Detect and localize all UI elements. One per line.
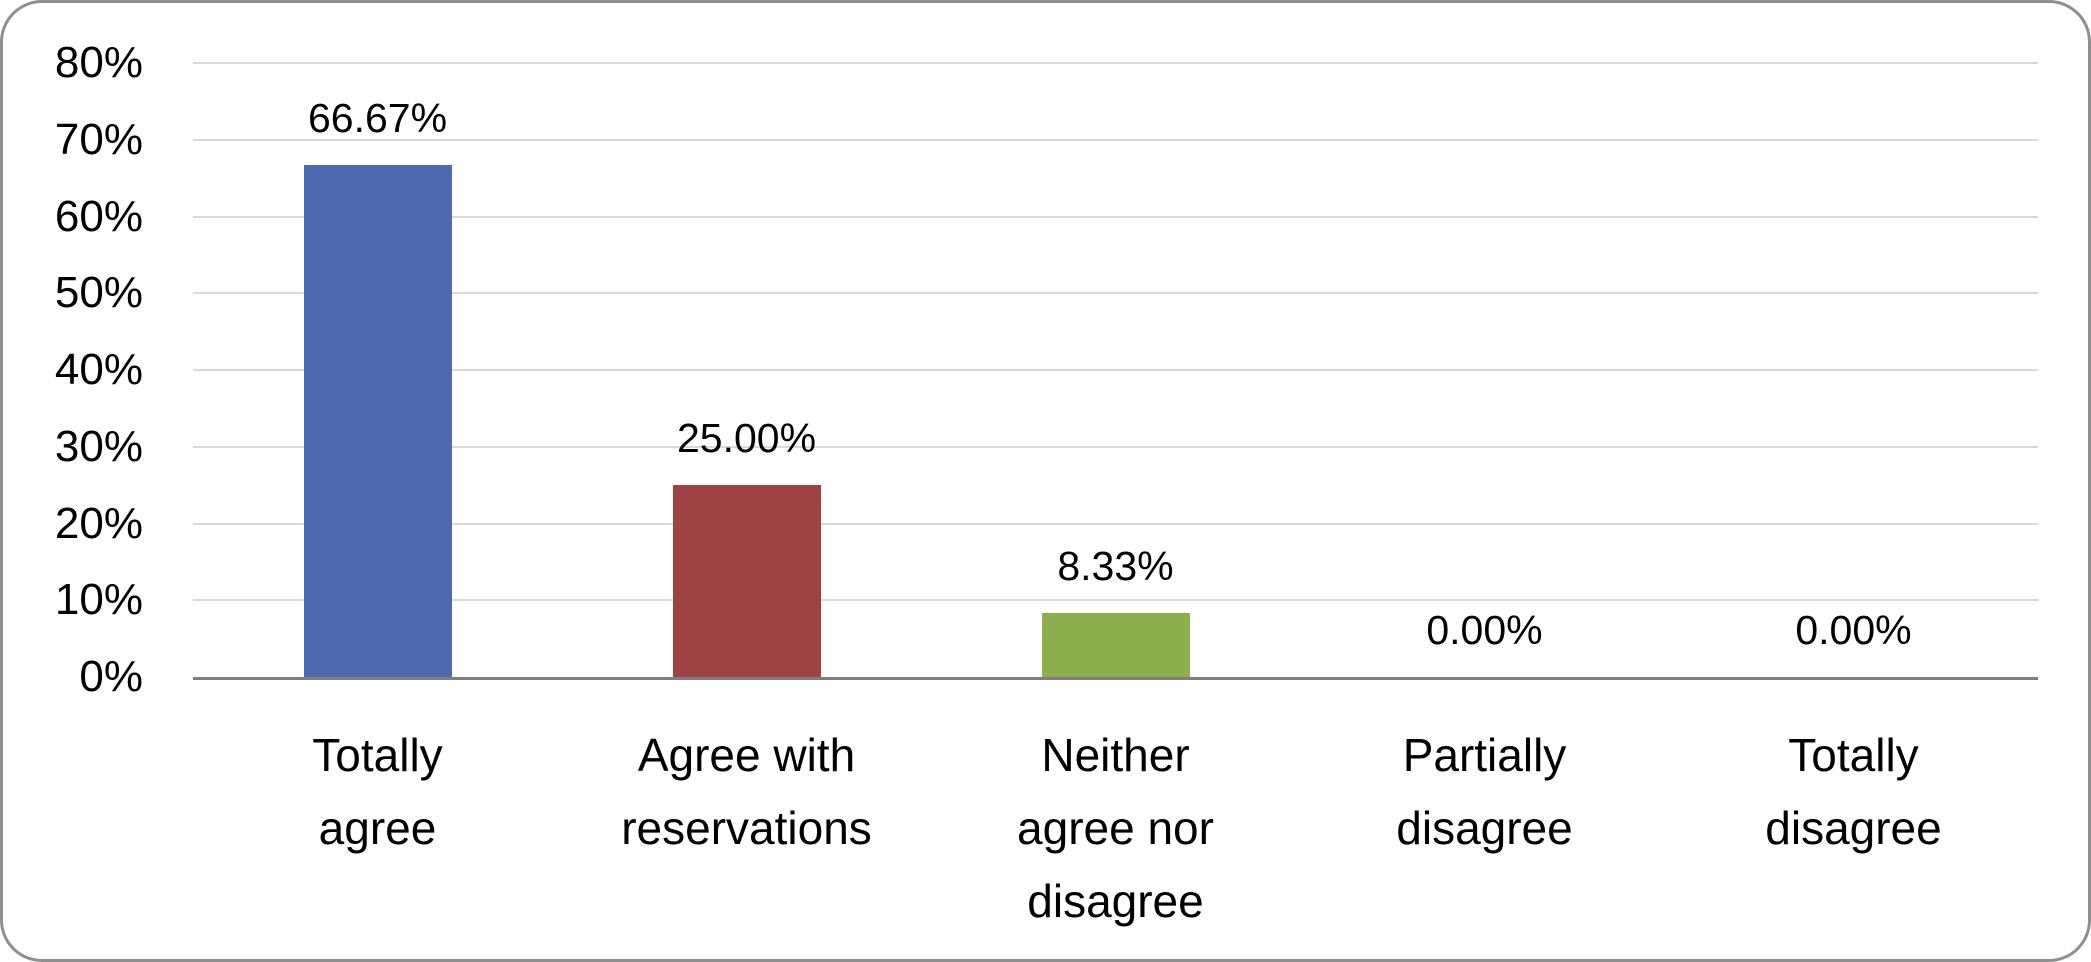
bar-totally-agree: [304, 165, 452, 677]
y-tick-label-60%: 60%: [54, 191, 143, 241]
gridline-20%: [193, 522, 2038, 525]
y-tick-label-80%: 80%: [54, 38, 143, 87]
gridline-70%: [193, 138, 2038, 141]
gridline-60%: [193, 215, 2038, 218]
y-tick-label-10%: 10%: [54, 575, 143, 625]
y-axis: 0% 10% 20% 30% 40% 50% 60% 70% 80%: [3, 3, 143, 959]
gridline-40%: [193, 369, 2038, 371]
plot-area: 66.67% 25.00% 8.33% 0.00% 0.00%: [193, 62, 2038, 680]
value-label-totally-disagree: 0.00%: [1795, 607, 1912, 653]
y-tick-label-0%: 0%: [79, 652, 143, 701]
category-label-partially-disagree: Partially disagree: [1396, 729, 1573, 854]
y-tick-label-50%: 50%: [54, 268, 143, 318]
gridline-10%: [193, 599, 2038, 602]
gridline-30%: [193, 445, 2038, 448]
category-label-agree-with-reservations: Agree with reservations: [621, 729, 872, 854]
category-label-neither-agree-nor-disagree: Neither agree nor disagree: [1017, 729, 1214, 927]
category-label-totally-disagree: Totally disagree: [1765, 729, 1942, 854]
gridline-50%: [193, 292, 2038, 295]
value-label-partially-disagree: 0.00%: [1426, 607, 1543, 653]
x-axis-labels: Totally agree Agree with reservations Neit…: [193, 719, 2038, 959]
y-tick-label-40%: 40%: [54, 345, 143, 394]
bar-neither-agree-nor-disagree: [1042, 613, 1190, 677]
y-tick-label-20%: 20%: [54, 498, 143, 548]
value-label-totally-agree: 66.67%: [307, 95, 448, 141]
category-label-totally-agree: Totally agree: [312, 729, 443, 854]
bar-agree-with-reservations: [673, 485, 821, 677]
gridline-80%: [193, 62, 2038, 64]
y-tick-label-30%: 30%: [54, 421, 143, 471]
value-label-neither-agree-nor-disagree: 8.33%: [1057, 543, 1174, 589]
y-tick-label-70%: 70%: [54, 114, 143, 164]
value-label-agree-with-reservations: 25.00%: [676, 415, 817, 461]
